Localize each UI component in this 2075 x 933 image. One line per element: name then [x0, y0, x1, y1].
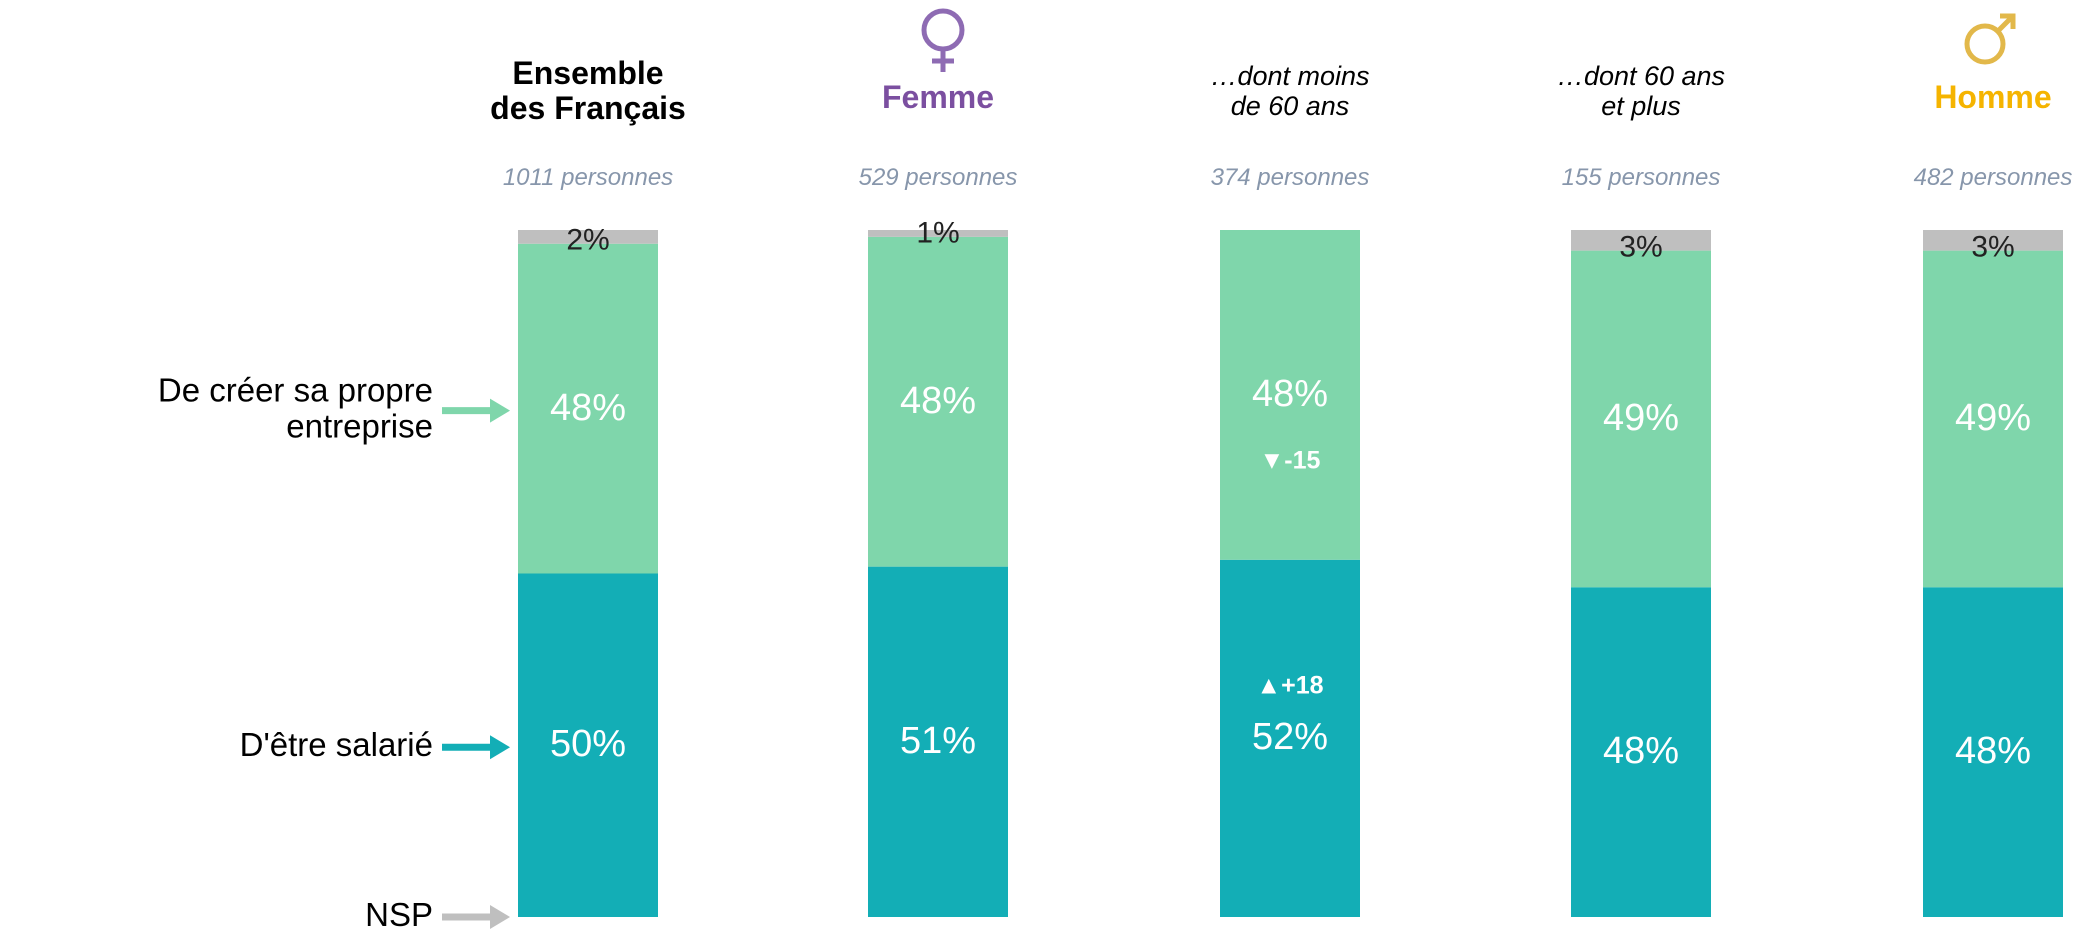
value-label: 48% — [1251, 372, 1329, 415]
column-header: …dont 60 ans et plus — [1556, 61, 1726, 121]
legend-label: De créer sa propre entreprise — [157, 371, 433, 445]
bar-segment — [518, 573, 658, 917]
bar-segment — [1923, 230, 2063, 251]
column-header: Femme — [881, 79, 995, 115]
value-label: 48% — [1602, 730, 1680, 773]
column-subtitle: 529 personnes — [858, 164, 1018, 191]
legend-arrowhead — [490, 735, 510, 760]
column-subtitle: 482 personnes — [1913, 164, 2073, 191]
legend-arrowhead — [490, 398, 510, 423]
bar-segment — [518, 243, 658, 574]
value-label: 49% — [1954, 397, 2032, 440]
value-label: 51% — [899, 719, 977, 762]
legend-label: D'être salarié — [239, 726, 433, 764]
column-header: …dont moins de 60 ans — [1210, 61, 1370, 121]
nsp-label: 1% — [916, 216, 960, 250]
value-label: 49% — [1602, 397, 1680, 440]
bar-segment — [868, 236, 1008, 567]
bar-segment — [1571, 250, 1711, 588]
bar-segment — [518, 230, 658, 244]
column-subtitle: 374 personnes — [1210, 164, 1370, 191]
evolution-label: ▼-15 — [1259, 446, 1321, 475]
bar-segment — [1923, 250, 2063, 588]
column-subtitle: 1011 personnes — [502, 164, 674, 191]
legend-label: NSP — [365, 895, 433, 933]
nsp-label: 3% — [1619, 230, 1663, 264]
legend-arrowhead — [490, 905, 510, 929]
nsp-label: 2% — [566, 223, 610, 257]
bar-segment — [1571, 587, 1711, 917]
bar-segment — [1923, 587, 2063, 917]
male-icon — [1964, 13, 2016, 65]
nsp-label: 3% — [1971, 230, 2015, 264]
value-label: 52% — [1251, 716, 1329, 759]
column-header: Ensemble des Français — [490, 55, 686, 127]
column-subtitle: 155 personnes — [1561, 164, 1721, 191]
value-label: 48% — [549, 386, 627, 429]
value-label: 48% — [1954, 730, 2032, 773]
value-label: 50% — [549, 723, 627, 766]
evolution-label: ▲+18 — [1256, 671, 1324, 700]
bar-segment — [868, 230, 1008, 237]
column-header: Homme — [1934, 79, 2052, 115]
bar-segment — [1571, 230, 1711, 251]
bar-segment — [1220, 559, 1360, 917]
bar-segment — [1220, 230, 1360, 560]
value-label: 48% — [899, 379, 977, 422]
female-icon — [921, 8, 965, 72]
bar-segment — [868, 566, 1008, 917]
